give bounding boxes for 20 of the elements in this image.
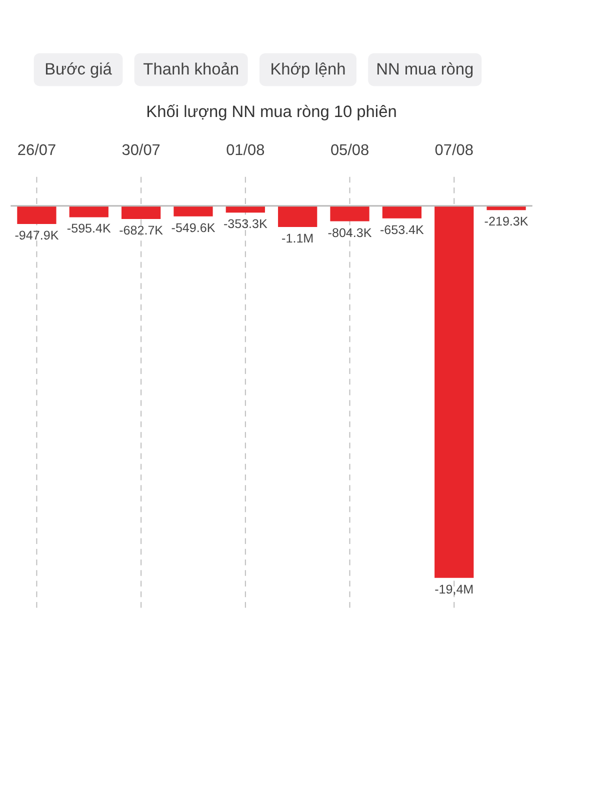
data-label: -219.3K xyxy=(484,214,529,229)
x-tick-label: 26/07 xyxy=(17,142,56,160)
text: Thanh khoản xyxy=(143,60,239,78)
data-label: -1.1M xyxy=(282,231,314,246)
text: NN mua ròng xyxy=(376,60,474,78)
data-label: -19,4M xyxy=(434,582,474,596)
x-tick-label: 01/08 xyxy=(226,142,265,160)
text: Khớp lệnh xyxy=(270,60,346,78)
data-label: -653.4K xyxy=(380,222,425,237)
data-label: -549.6K xyxy=(171,220,216,235)
text: Bước giá xyxy=(44,60,113,78)
x-tick-label: 05/08 xyxy=(330,142,370,160)
data-label: -804.3K xyxy=(328,226,372,240)
data-label: -682.7K xyxy=(119,223,164,238)
data-label: -353.3K xyxy=(223,217,268,232)
x-tick-label: 30/07 xyxy=(122,142,160,160)
data-label: -947.9K xyxy=(14,228,60,243)
chart-title: Khối lượng NN mua ròng 10 phiên xyxy=(146,102,397,121)
data-label: -595.4K xyxy=(66,222,112,236)
x-tick-label: 07/08 xyxy=(434,142,474,160)
